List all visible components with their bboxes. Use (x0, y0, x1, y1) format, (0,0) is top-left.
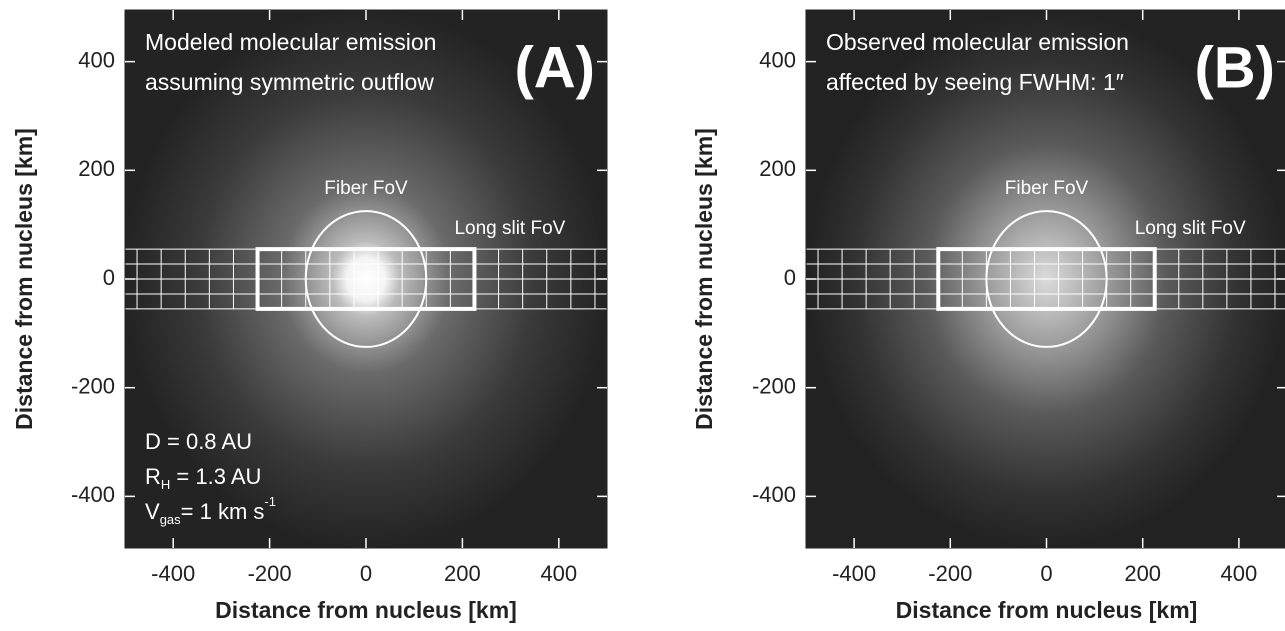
panel-title: assuming symmetric outflow (145, 69, 434, 95)
fiber-label: Fiber FoV (324, 178, 408, 199)
y-tick-label: 200 (759, 156, 796, 181)
parameter-subscript: gas (160, 512, 181, 527)
x-axis-label: Distance from nucleus [km] (215, 597, 517, 623)
long-slit-fov (936, 247, 1157, 311)
parameter-text: D = 0.8 AU (145, 429, 252, 454)
y-tick-label: -400 (752, 482, 796, 507)
fiber-label: Fiber FoV (1005, 178, 1089, 199)
parameter: D = 0.8 AU (145, 429, 252, 454)
y-tick-label: -200 (71, 373, 115, 398)
x-tick-label: 400 (540, 561, 577, 586)
parameter-subscript: H (161, 477, 170, 492)
x-tick-label: -200 (248, 561, 292, 586)
y-axis-label: Distance from nucleus [km] (11, 128, 37, 430)
y-axis-label: Distance from nucleus [km] (691, 128, 717, 430)
slit-label: Long slit FoV (454, 218, 565, 239)
fiber-fov (304, 210, 428, 348)
panel: Fiber FoV Long slit FoV Modeled molecular … (11, 9, 608, 623)
long-slit-fov (255, 247, 477, 311)
x-tick-label: 400 (1221, 561, 1258, 586)
x-tick-label: -400 (832, 561, 876, 586)
y-tick-label: 0 (784, 265, 796, 290)
x-tick-label: 200 (444, 561, 481, 586)
y-tick-label: 400 (78, 47, 115, 72)
parameter: Vgas= 1 km s-1 (145, 494, 276, 527)
y-tick-label: 0 (103, 265, 115, 290)
parameter: RH = 1.3 AU (145, 464, 261, 493)
panel-label: (B) (1194, 35, 1275, 100)
y-tick-label: -200 (752, 373, 796, 398)
panel-label: (A) (514, 35, 595, 100)
y-tick-label: -400 (71, 482, 115, 507)
fiber-fov (985, 210, 1108, 348)
x-tick-label: 0 (1040, 561, 1052, 586)
x-tick-label: -400 (151, 561, 195, 586)
y-tick-label: 400 (759, 47, 796, 72)
slit-label: Long slit FoV (1135, 218, 1246, 239)
panel: Fiber FoV Long slit FoV Observed molecular… (691, 9, 1285, 623)
x-tick-label: 0 (360, 561, 372, 586)
parameter-text: V (145, 499, 160, 524)
parameter-superscript: -1 (264, 494, 276, 509)
parameter-text: = 1 km s (181, 499, 265, 524)
parameter-text: R (145, 464, 161, 489)
panel-title: affected by seeing FWHM: 1″ (826, 69, 1124, 95)
x-axis-label: Distance from nucleus [km] (896, 597, 1198, 623)
panel-title: Observed molecular emission (826, 29, 1129, 55)
panel-title: Modeled molecular emission (145, 29, 436, 55)
x-tick-label: -200 (928, 561, 972, 586)
x-tick-label: 200 (1124, 561, 1161, 586)
y-tick-label: 200 (78, 156, 115, 181)
parameter-text: = 1.3 AU (170, 464, 261, 489)
